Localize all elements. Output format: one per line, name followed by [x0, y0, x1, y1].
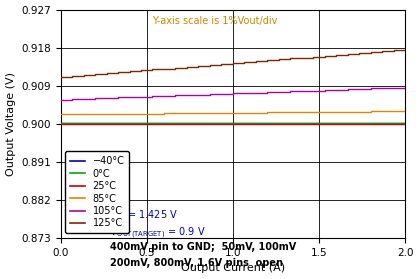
Text: $V_{\mathregular{IN}}$ = 1.425 V: $V_{\mathregular{IN}}$ = 1.425 V: [110, 208, 178, 222]
Text: $V_{\mathregular{OUT(TARGET)}}$ = 0.9 V: $V_{\mathregular{OUT(TARGET)}}$ = 0.9 V: [110, 225, 205, 241]
Text: 400mV pin to GND;  50mV, 100mV: 400mV pin to GND; 50mV, 100mV: [110, 242, 296, 252]
X-axis label: Output Current (A): Output Current (A): [181, 263, 285, 273]
Legend: −40°C, 0°C, 25°C, 85°C, 105°C, 125°C: −40°C, 0°C, 25°C, 85°C, 105°C, 125°C: [65, 151, 129, 233]
Text: 200mV, 800mV, 1.6V pins  open: 200mV, 800mV, 1.6V pins open: [110, 258, 283, 268]
Y-axis label: Output Voltage (V): Output Voltage (V): [5, 72, 16, 176]
Text: Y-axis scale is 1%Vout/div: Y-axis scale is 1%Vout/div: [152, 16, 277, 26]
